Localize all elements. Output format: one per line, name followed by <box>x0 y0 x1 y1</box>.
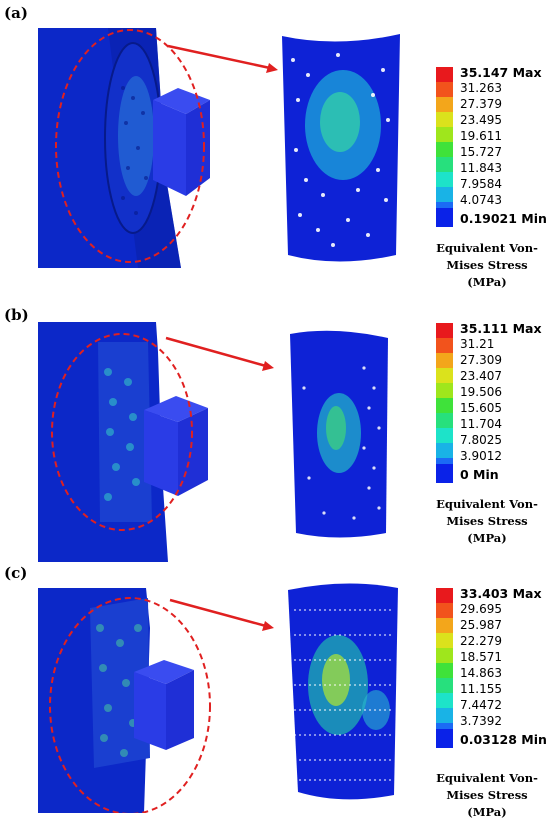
legend-tick: 19.611 <box>460 129 502 143</box>
implant-stress-map <box>290 330 388 538</box>
legend-tick: 4.0743 <box>460 193 502 207</box>
legend-tick: 3.9012 <box>460 449 502 463</box>
panel-label: (c) <box>4 564 28 582</box>
legend-tick: 11.843 <box>460 161 502 175</box>
implant-stress-map <box>282 34 400 262</box>
legend-title-line: Equivalent Von- <box>436 497 538 511</box>
legend-tick: 0 Min <box>460 467 499 482</box>
legend-tick: 27.309 <box>460 353 502 367</box>
panel-label: (b) <box>4 306 29 324</box>
legend-title-line: Mises Stress (MPa) <box>446 258 528 289</box>
legend-title-line: Equivalent Von- <box>436 771 538 785</box>
legend-tick: 7.9584 <box>460 177 502 191</box>
bone-implant-model <box>38 588 274 813</box>
legend-tick: 35.111 Max <box>460 321 542 336</box>
legend-tick: 31.263 <box>460 81 502 95</box>
legend-title: Equivalent Von- Mises Stress (MPa) <box>432 770 542 821</box>
legend-tick: 35.147 Max <box>460 65 542 80</box>
legend-tick: 14.863 <box>460 666 502 680</box>
panel-label: (a) <box>4 4 28 22</box>
legend-tick: 31.21 <box>460 337 495 351</box>
legend-tick: 15.605 <box>460 401 502 415</box>
bone-implant-model <box>38 322 274 562</box>
legend-tick: 23.495 <box>460 113 502 127</box>
legend-tick: 27.379 <box>460 97 502 111</box>
bone-implant-model <box>38 28 278 268</box>
legend-title-line: Mises Stress (MPa) <box>446 788 528 819</box>
legend-tick: 33.403 Max <box>460 586 542 601</box>
legend-tick: 23.407 <box>460 369 502 383</box>
legend-tick: 22.279 <box>460 634 502 648</box>
legend-tick: 7.8025 <box>460 433 502 447</box>
legend-tick: 7.4472 <box>460 698 502 712</box>
implant-stress-map <box>288 583 398 800</box>
panel-a: (a) <box>0 0 550 289</box>
legend-title-line: Mises Stress (MPa) <box>446 514 528 545</box>
panel-c: (c) <box>0 560 550 819</box>
legend-tick: 29.695 <box>460 602 502 616</box>
stress-legend: 35.147 Max 31.263 27.379 23.495 19.611 1… <box>436 65 547 227</box>
legend-tick: 18.571 <box>460 650 502 664</box>
stress-legend: 35.111 Max 31.21 27.309 23.407 19.506 15… <box>436 321 546 483</box>
legend-tick: 3.7392 <box>460 714 502 728</box>
stress-legend: 33.403 Max 29.695 25.987 22.279 18.571 1… <box>436 586 547 748</box>
legend-tick: 11.155 <box>460 682 502 696</box>
panel-b: (b) <box>0 300 550 562</box>
legend-title-line: Equivalent Von- <box>436 241 538 255</box>
legend-tick: 11.704 <box>460 417 502 431</box>
legend-tick: 25.987 <box>460 618 502 632</box>
legend-tick: 15.727 <box>460 145 502 159</box>
legend-tick: 0.19021 Min <box>460 211 547 226</box>
legend-title: Equivalent Von- Mises Stress (MPa) <box>432 240 542 291</box>
legend-title: Equivalent Von- Mises Stress (MPa) <box>432 496 542 547</box>
legend-tick: 0.03128 Min <box>460 732 547 747</box>
legend-tick: 19.506 <box>460 385 502 399</box>
